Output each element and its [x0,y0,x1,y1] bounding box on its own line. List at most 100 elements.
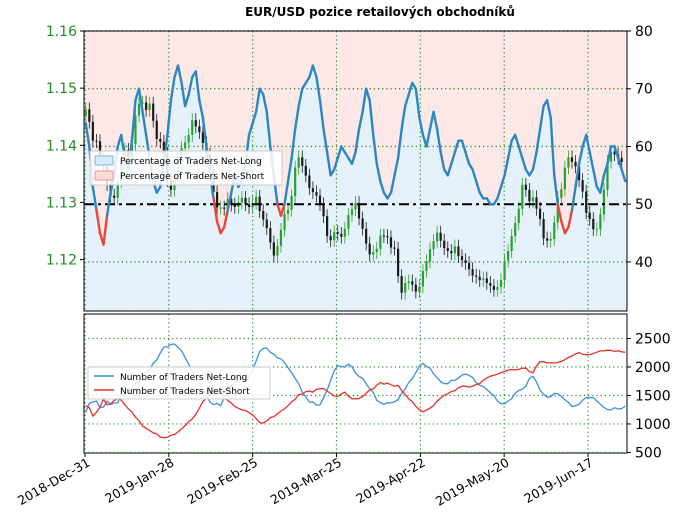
left-axis-tick-label: 1.16 [46,24,77,40]
net-long-fill-bar [353,152,358,311]
candle-body [528,189,531,202]
net-long-fill-bar [176,65,181,311]
net-short-fill-bar [222,31,227,228]
net-long-fill-bar [133,100,138,311]
net-long-fill-bar [282,204,287,311]
candle-body [272,242,275,256]
candle-body [247,204,251,207]
net-long-fill-bar [382,192,386,311]
net-short-fill-bar [215,31,220,222]
net-short-fill-bar [364,31,369,89]
candle-body [521,184,524,209]
net-short-fill-bar [218,31,223,234]
net-short-fill-bar [353,31,358,153]
pct-net-long-segment [514,133,520,148]
net-short-fill-bar [467,31,472,164]
pct-net-long-segment [407,81,414,96]
pct-net-long-segment [379,179,386,194]
net-short-fill-bar [179,31,184,83]
net-short-fill-bar [453,31,457,153]
pct-net-long-segment [400,104,407,131]
candle-body [226,199,229,209]
net-long-fill-bar [605,163,610,311]
net-long-fill-bar [162,163,166,311]
x-axis-tick-label: 2018-Dec-31 [15,455,93,508]
net-long-fill-bar [410,82,415,311]
pct-net-long-segment [372,133,378,165]
candle-body [187,135,190,143]
candle-body [301,157,304,166]
net-short-fill-bar [375,31,379,164]
pct-net-long-segment [584,133,591,154]
pct-net-long-segment [102,214,109,246]
net-long-fill-bar [524,169,528,311]
net-short-fill-bar [474,31,479,182]
net-long-fill-bar [115,146,120,311]
candle-body [389,237,393,248]
net-long-fill-bar [598,192,603,311]
top-panel: 1.12 1.13 1.14 1.15 1.16 40 50 60 70 80 [46,24,653,312]
net-short-fill-bar [257,31,262,89]
net-short-fill-bar [382,31,386,193]
net-long-fill-bar [367,100,372,311]
net-long-fill-bar [108,192,113,311]
candle-body [396,248,400,277]
candle-body [230,199,233,205]
net-short-fill-bar [144,31,149,135]
right-axis-tick-label: 2500 [635,331,671,347]
net-short-fill-bar [123,31,127,159]
net-long-fill-bar [126,169,131,311]
net-long-fill-bar [591,169,596,311]
candle-body [191,120,194,135]
pct-net-long-segment [396,127,403,160]
net-short-fill-bar [488,31,493,205]
net-short-fill-bar [268,31,273,147]
pct-net-long-segment [432,110,439,131]
net-short-fill-bar [233,31,237,176]
candle-body [592,219,595,230]
net-long-fill-bar [602,175,607,311]
x-axis-tick-label: 2019-Jun-17 [521,455,595,506]
net-short-fill-bar [293,31,298,130]
candle-body [141,102,144,104]
net-short-fill-bar [584,31,589,135]
candle-body [357,203,361,219]
pct-net-long-segment [418,116,425,137]
net-short-fill-bar [357,31,362,130]
net-short-fill-bar [577,31,582,164]
net-short-fill-bar [112,31,117,176]
net-short-fill-bar [563,31,567,234]
net-long-fill-bar [371,134,376,311]
net-short-fill-bar [91,31,95,187]
net-long-fill-bar [289,158,294,311]
x-axis-tick-label: 2019-May-20 [433,455,512,509]
net-short-fill-bar [612,31,617,147]
pct-net-long-segment [325,151,332,177]
pct-net-long-segment [361,87,368,114]
pct-net-long-segment [535,127,542,154]
net-long-fill-bar [428,129,433,311]
net-long-fill-bar [548,117,553,312]
pct-net-long-segment [95,208,102,235]
net-short-fill-bar [396,31,401,159]
candle-body [475,275,478,277]
candle-body [570,157,574,162]
candle-body [194,120,197,127]
net-short-fill-bar [545,31,550,101]
pct-net-long-segment [574,162,581,189]
pct-net-long-segment [389,174,396,194]
pct-net-long-segment [333,156,339,171]
net-long-fill-bar [147,158,152,311]
right-axis-tick-label: 40 [635,255,653,271]
pct-net-long-segment [247,122,254,137]
net-long-fill-bar [350,163,355,311]
candle-body [496,287,499,290]
candle-body [535,197,538,209]
right-axis-tick-label: 1000 [635,417,671,433]
pct-net-long-segment [474,179,481,194]
candle-body [290,196,293,210]
net-long-fill-bar [502,175,507,311]
candle-body [585,191,588,213]
pct-net-long-segment [613,145,620,160]
pct-net-long-segment [180,81,187,108]
